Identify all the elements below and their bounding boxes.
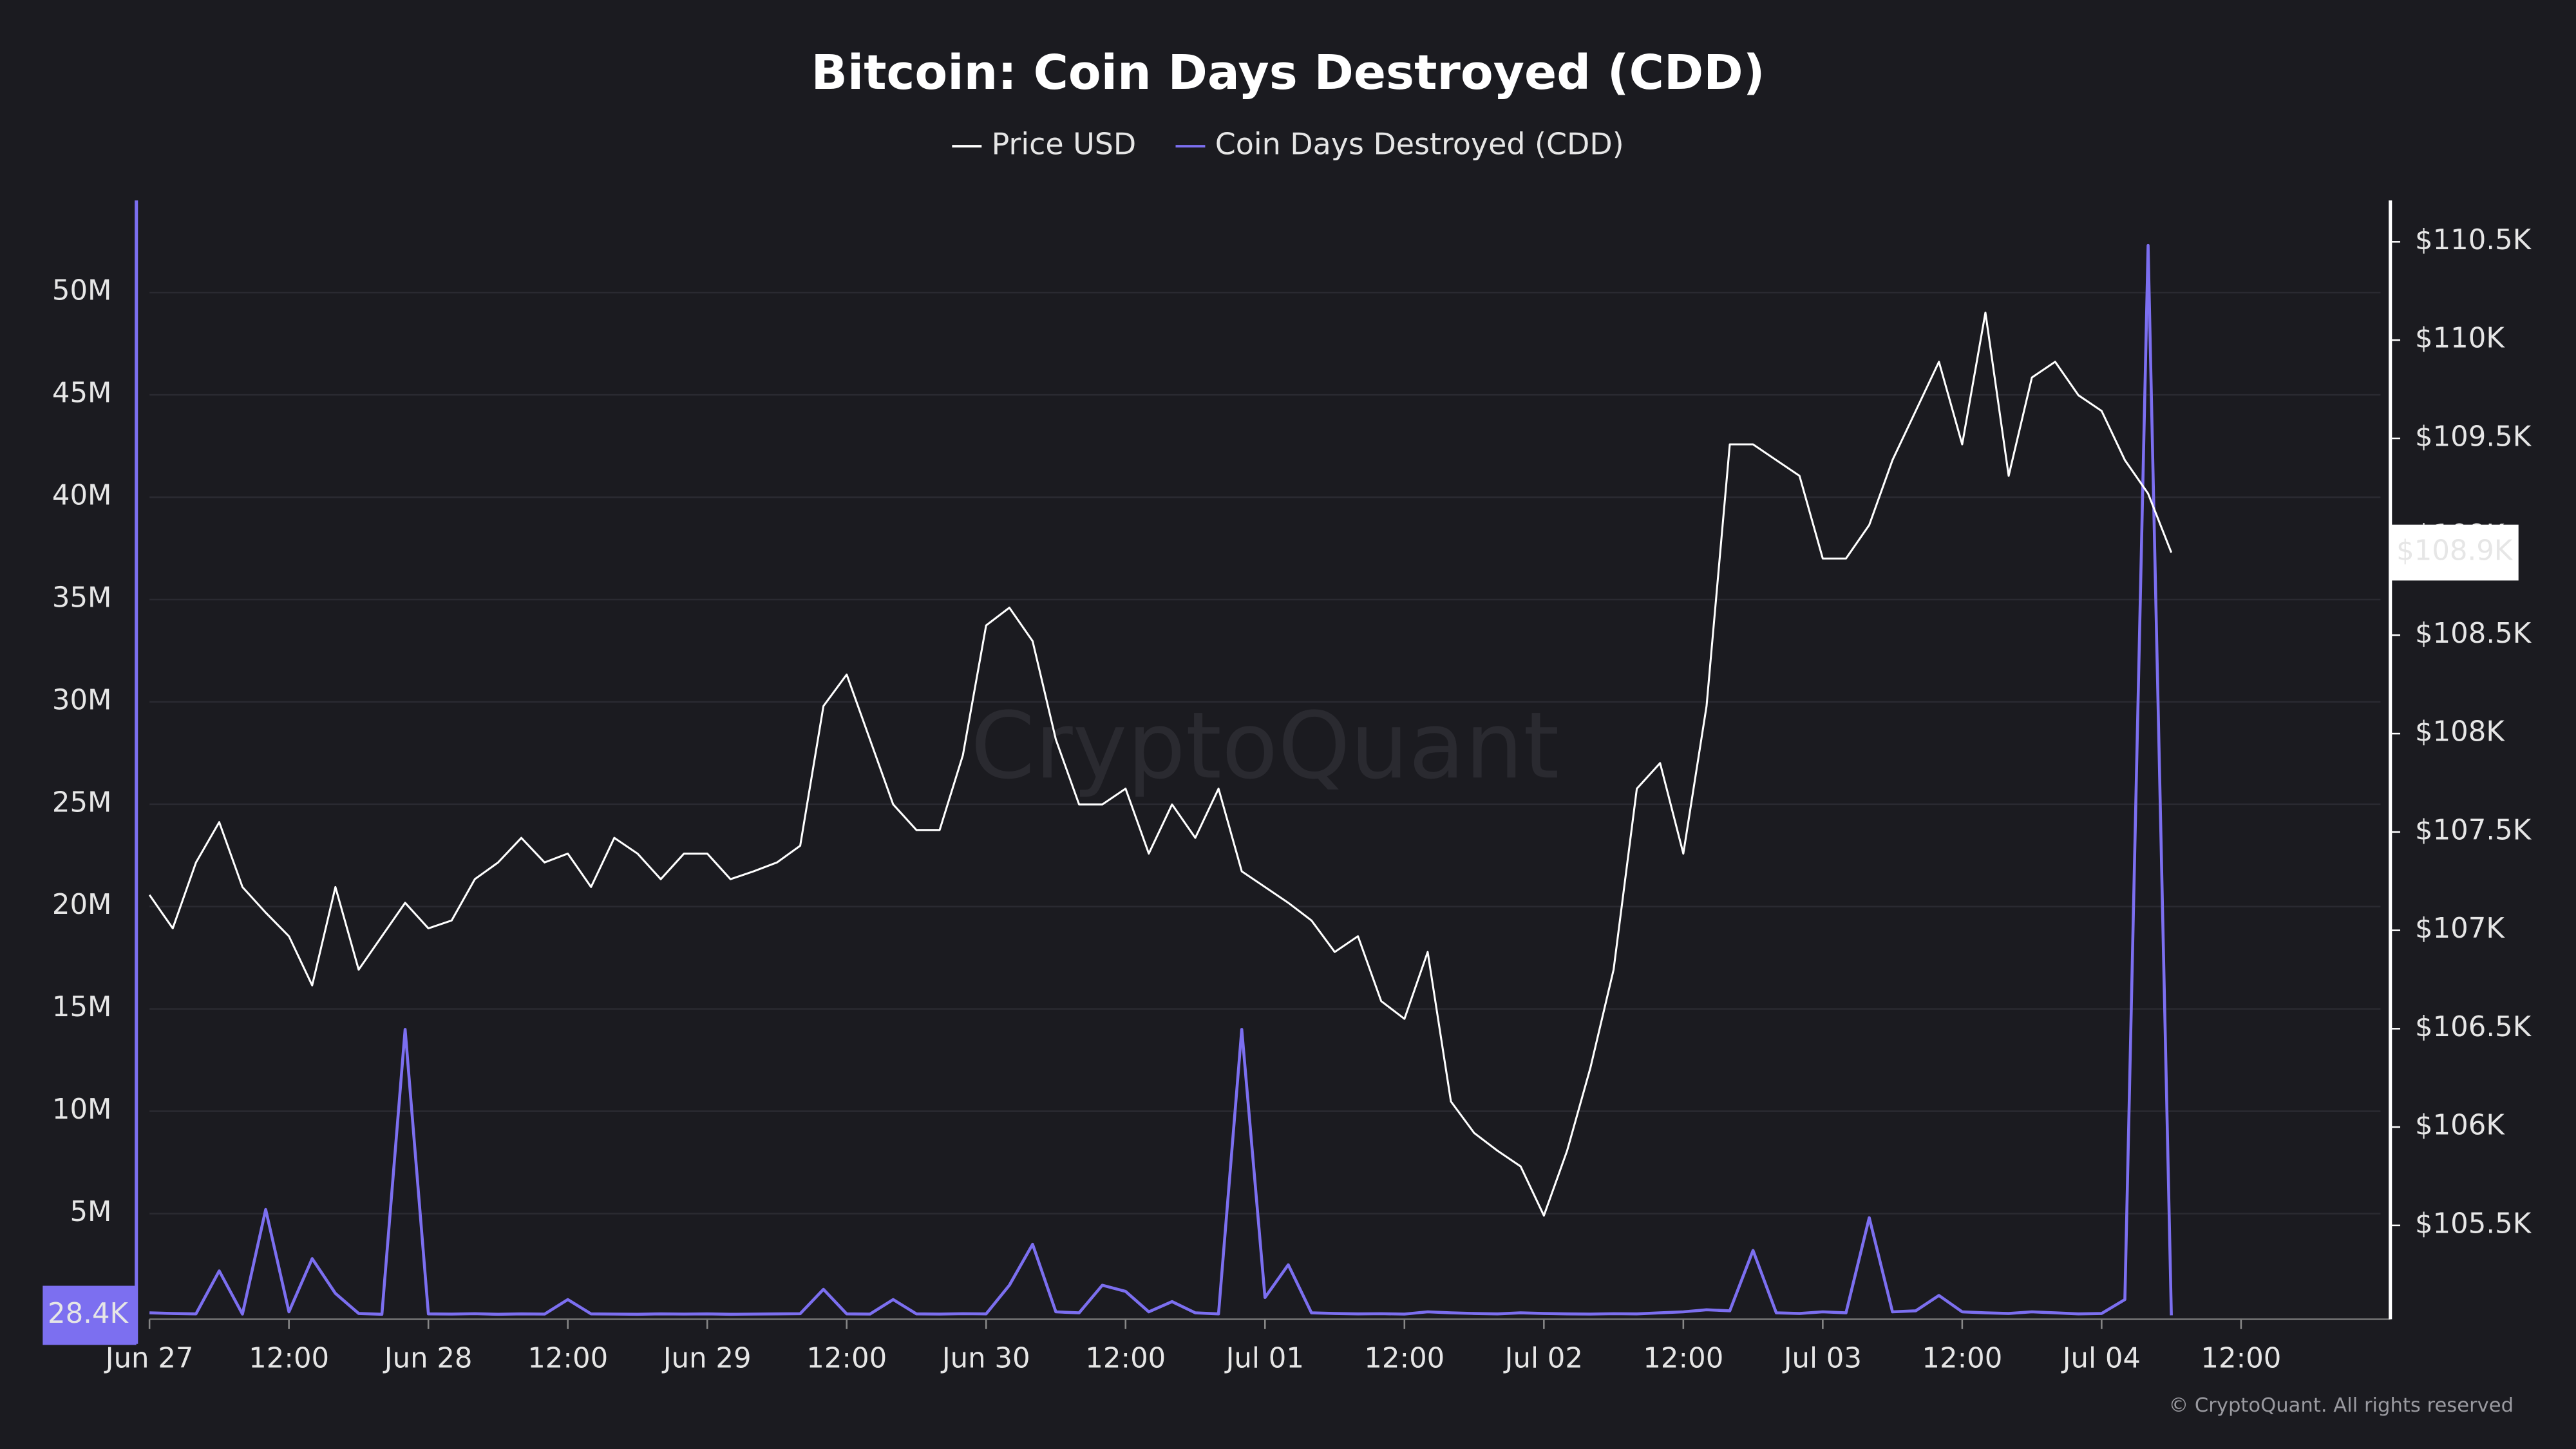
x-tick-label: Jul 04 bbox=[2061, 1343, 2141, 1375]
y-tick-label: 15M bbox=[52, 991, 112, 1023]
x-tick-label: Jun 28 bbox=[383, 1343, 473, 1375]
x-tick-label: 12:00 bbox=[1643, 1343, 1723, 1375]
x-tick-label: 12:00 bbox=[527, 1343, 608, 1375]
series-line bbox=[148, 311, 2173, 1217]
x-tick-label: Jul 01 bbox=[1224, 1343, 1304, 1375]
copyright: © CryptoQuant. All rights reserved bbox=[2169, 1394, 2514, 1417]
y-tick-label: 5M bbox=[70, 1196, 111, 1228]
legend-label: Coin Days Destroyed (CDD) bbox=[1215, 127, 1624, 162]
last-value-label: 28.4K bbox=[48, 1298, 129, 1330]
x-tick-label: Jun 27 bbox=[104, 1343, 194, 1375]
chart-title: Bitcoin: Coin Days Destroyed (CDD) bbox=[811, 45, 1765, 100]
x-tick-label: 12:00 bbox=[806, 1343, 887, 1375]
x-tick-label: Jun 29 bbox=[661, 1343, 752, 1375]
legend-label: Price USD bbox=[992, 127, 1137, 162]
series-line bbox=[149, 243, 2173, 1316]
y2-tick-label: $110K bbox=[2415, 323, 2505, 355]
y2-tick-label: $109.5K bbox=[2415, 421, 2532, 453]
y-tick-label: 35M bbox=[52, 582, 112, 614]
y-tick-label: 25M bbox=[52, 786, 112, 819]
y2-tick-label: $105.5K bbox=[2415, 1208, 2532, 1240]
x-tick-label: Jun 30 bbox=[940, 1343, 1030, 1375]
last-value-badge bbox=[2390, 524, 2519, 581]
y2-tick-label: $107.5K bbox=[2415, 814, 2532, 846]
watermark: CryptoQuant bbox=[971, 692, 1559, 799]
x-tick-label: 12:00 bbox=[1085, 1343, 1166, 1375]
y2-tick-label: $106K bbox=[2415, 1110, 2505, 1142]
y2-tick-label: $106.5K bbox=[2415, 1011, 2532, 1043]
y2-tick-label: $108K bbox=[2415, 716, 2505, 748]
y2-tick-label: $110.5K bbox=[2415, 224, 2532, 256]
y-tick-label: 10M bbox=[52, 1094, 112, 1126]
legend: Price USD Coin Days Destroyed (CDD) bbox=[952, 127, 1624, 162]
last-value-label: $108.9K bbox=[2396, 535, 2514, 567]
x-tick-label: 12:00 bbox=[249, 1343, 329, 1375]
y-tick-label: 30M bbox=[52, 684, 112, 716]
y2-tick-label: $107K bbox=[2415, 913, 2505, 945]
y-tick-label: 50M bbox=[52, 275, 112, 307]
y-tick-label: 20M bbox=[52, 889, 112, 921]
x-tick-label: Jul 03 bbox=[1782, 1343, 1862, 1375]
y-tick-label: 45M bbox=[52, 377, 112, 410]
last-value-badge bbox=[43, 1285, 137, 1345]
y2-tick-label: $108.5K bbox=[2415, 618, 2532, 650]
x-tick-label: Jul 02 bbox=[1503, 1343, 1583, 1375]
x-tick-label: 12:00 bbox=[1364, 1343, 1444, 1375]
x-tick-label: 12:00 bbox=[1922, 1343, 2002, 1375]
x-tick-label: 12:00 bbox=[2201, 1343, 2281, 1375]
y-tick-label: 40M bbox=[52, 480, 112, 512]
